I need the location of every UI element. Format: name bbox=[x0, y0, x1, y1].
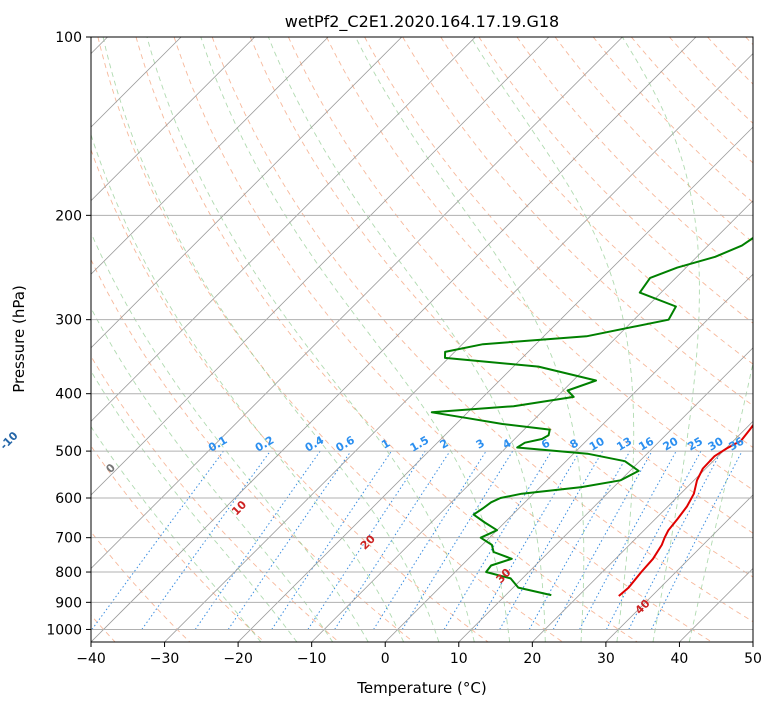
y-tick-label: 900 bbox=[55, 595, 82, 611]
mixing-ratio-line bbox=[552, 450, 653, 630]
dry-adiabat-line bbox=[173, 37, 713, 642]
x-tick-label: −10 bbox=[297, 651, 327, 667]
plot-area bbox=[91, 37, 753, 642]
mixing-ratio-line bbox=[373, 450, 487, 630]
y-tick-label: 700 bbox=[55, 531, 82, 547]
isotherm-line bbox=[532, 420, 753, 642]
y-tick-label: 800 bbox=[55, 565, 82, 581]
x-tick-label: 20 bbox=[523, 651, 541, 667]
mixing-ratio-line bbox=[528, 450, 631, 630]
isotherm-line bbox=[91, 37, 329, 275]
y-tick-label: 400 bbox=[55, 387, 82, 403]
isotherm-line bbox=[91, 37, 476, 422]
y-tick-label: 100 bbox=[55, 30, 82, 46]
y-tick-label: 1000 bbox=[46, 622, 82, 638]
isotherm-line bbox=[311, 200, 753, 642]
y-axis-label: Pressure (hPa) bbox=[10, 285, 28, 393]
dry-adiabat-line bbox=[91, 445, 265, 642]
mixing-ratio-line bbox=[650, 450, 743, 630]
dry-adiabat-line bbox=[135, 37, 638, 642]
x-tick-label: 30 bbox=[597, 651, 615, 667]
moist-adiabat-line bbox=[91, 231, 369, 642]
moist-adiabat-line bbox=[355, 37, 585, 642]
dry-adiabat-line bbox=[249, 37, 753, 578]
isotherm-line bbox=[91, 37, 403, 349]
x-tick-label: 40 bbox=[671, 651, 689, 667]
x-tick-label: −20 bbox=[223, 651, 253, 667]
dry-adiabat-line bbox=[440, 37, 753, 365]
moist-adiabat-line bbox=[102, 37, 440, 642]
moist-adiabat-line bbox=[146, 37, 475, 642]
isotherm-line bbox=[91, 37, 697, 642]
mixing-ratio-line bbox=[606, 450, 702, 630]
mixing-ratio-line bbox=[334, 450, 451, 630]
isotherm-line bbox=[91, 37, 550, 496]
dry-adiabat-line bbox=[592, 37, 753, 204]
mixing-ratio-line bbox=[628, 450, 722, 630]
chart-title: wetPf2_C2E1.2020.164.17.19.G18 bbox=[285, 12, 559, 32]
y-tick-label: 200 bbox=[55, 208, 82, 224]
isotherm-line bbox=[91, 37, 623, 570]
mixing-ratio-line bbox=[194, 450, 321, 630]
dry-adiabat-line bbox=[516, 37, 753, 284]
x-tick-label: −30 bbox=[150, 651, 180, 667]
moist-adiabat-line bbox=[91, 133, 405, 642]
mixing-ratio-line bbox=[91, 450, 224, 630]
dry-adiabat-line bbox=[91, 531, 191, 642]
dry-adiabat-line bbox=[478, 37, 753, 324]
isotherm-line bbox=[164, 52, 753, 642]
plot-frame bbox=[90, 36, 754, 643]
dry-adiabat-line bbox=[97, 37, 563, 642]
isotherm-line bbox=[458, 347, 753, 642]
dry-adiabat-line bbox=[211, 37, 753, 623]
isotherm-line bbox=[605, 494, 753, 642]
moist-adiabat-line bbox=[688, 361, 753, 642]
mixing-ratio-line bbox=[227, 450, 352, 630]
isotherm-line bbox=[752, 641, 753, 642]
dry-adiabat-label: -10 bbox=[0, 429, 21, 452]
mixing-ratio-line bbox=[307, 450, 426, 630]
moist-adiabat-line bbox=[91, 307, 334, 642]
x-tick-label: −40 bbox=[76, 651, 106, 667]
background-lines bbox=[91, 37, 753, 642]
y-tick-label: 600 bbox=[55, 491, 82, 507]
moist-adiabat-line bbox=[470, 37, 635, 642]
mixing-ratio-line bbox=[579, 450, 677, 630]
dry-adiabat-line bbox=[630, 37, 753, 164]
moist-adiabat-line bbox=[91, 370, 298, 642]
dry-adiabat-line bbox=[364, 37, 753, 448]
mixing-ratio-line bbox=[499, 450, 604, 630]
x-axis: −40 −30 −20 −10 0 10 20 30 40 50 bbox=[76, 642, 762, 667]
dry-adiabat-line bbox=[402, 37, 753, 407]
dewpoint-profile-line bbox=[430, 236, 753, 597]
x-tick-label: 10 bbox=[450, 651, 468, 667]
mixing-ratio-line bbox=[271, 450, 392, 630]
y-tick-label: 300 bbox=[55, 313, 82, 329]
y-axis: 100 200 300 400 500 600 700 800 900 1000 bbox=[46, 30, 91, 638]
moist-adiabat-line bbox=[621, 37, 700, 642]
x-tick-label: 50 bbox=[744, 651, 762, 667]
x-tick-label: 0 bbox=[381, 651, 390, 667]
isotherm-line bbox=[91, 37, 255, 202]
y-tick-label: 500 bbox=[55, 444, 82, 460]
profile-lines bbox=[430, 236, 753, 597]
x-axis-label: Temperature (°C) bbox=[356, 679, 486, 697]
moist-adiabat-line bbox=[200, 37, 511, 642]
temperature-profile-line bbox=[618, 423, 753, 597]
